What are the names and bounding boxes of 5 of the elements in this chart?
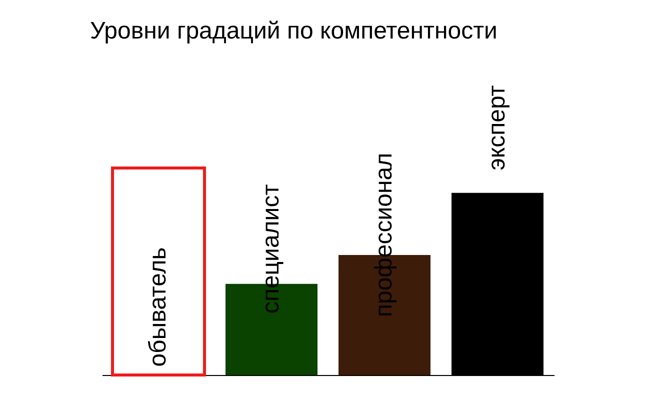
chart-title: Уровни градаций по компетентности <box>90 17 498 44</box>
x-tick-label: обыватель <box>144 247 172 367</box>
x-tick-label: эксперт <box>484 85 510 170</box>
x-tick-label: профессионал <box>370 152 398 318</box>
x-tick-label: специалист <box>258 184 284 314</box>
